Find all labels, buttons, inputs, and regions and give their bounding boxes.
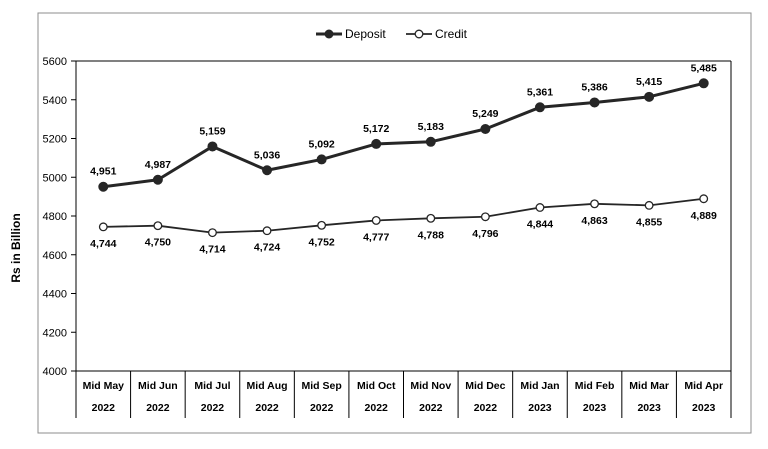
legend-item-credit: Credit	[406, 27, 468, 41]
data-point-credit	[371, 216, 381, 225]
data-label-deposit: 5,485	[691, 62, 717, 74]
data-label-credit: 4,752	[308, 236, 334, 248]
series-credit: 4,744 4,750 4,714 4,724 4,752 4,777 4,788 4,796…	[90, 194, 717, 256]
data-label-deposit: 5,183	[418, 121, 444, 133]
x-tick-label-year: 2023	[583, 402, 607, 414]
x-tick-label-year: 2023	[692, 402, 716, 414]
data-label-credit: 4,796	[472, 228, 498, 240]
data-label-deposit: 5,036	[254, 149, 280, 161]
legend-item-deposit: Deposit	[316, 27, 386, 41]
data-point-deposit	[480, 124, 491, 135]
data-point-credit	[317, 220, 327, 230]
data-point-deposit	[534, 102, 545, 113]
x-tick-label-month: Mid Oct	[357, 380, 396, 392]
x-tick-label-year: 2023	[528, 402, 552, 414]
data-point-deposit	[698, 78, 709, 89]
x-tick-label-month: Mid May	[83, 380, 125, 392]
data-label-deposit: 5,415	[636, 76, 662, 88]
series-line-deposit	[103, 81, 705, 189]
data-point-deposit	[207, 141, 218, 152]
x-tick-label-month: Mid Aug	[247, 380, 288, 392]
x-tick-label-year: 2022	[92, 402, 116, 414]
data-label-credit: 4,750	[145, 237, 171, 249]
y-tick-label: 4000	[43, 366, 67, 378]
x-tick-label-year: 2022	[310, 402, 334, 414]
x-tick-label-year: 2022	[255, 402, 279, 414]
data-point-credit	[644, 200, 654, 210]
x-tick-label-year: 2022	[419, 402, 443, 414]
data-label-credit: 4,844	[527, 218, 553, 230]
x-tick-label-month: Mid Jun	[138, 380, 178, 392]
legend-label: Deposit	[345, 27, 386, 41]
data-point-credit	[98, 222, 108, 232]
data-point-credit	[699, 194, 709, 204]
y-tick-label: 4800	[43, 211, 67, 223]
legend-marker	[414, 29, 424, 39]
x-tick-label-year: 2022	[365, 402, 389, 414]
data-label-credit: 4,724	[254, 242, 280, 254]
x-tick-label-year: 2022	[201, 402, 225, 414]
x-tick-label-month: Mid Mar	[629, 380, 669, 392]
data-point-credit	[590, 199, 599, 209]
series-deposit: 4,951 4,987 5,159 5,036 5,092 5,172 5,183 5,249…	[90, 62, 717, 192]
data-label-credit: 4,788	[418, 229, 444, 241]
data-point-credit	[535, 203, 545, 212]
x-tick-label-month: Mid Jan	[520, 380, 559, 392]
data-label-credit: 4,714	[199, 244, 225, 256]
x-tick-label-month: Mid Sep	[301, 380, 341, 392]
data-label-credit: 4,744	[90, 238, 116, 250]
data-label-credit: 4,889	[691, 210, 717, 222]
axes: 4000 4200 4400 4600 4800 5000 5200 5400 5600 Mid …	[43, 56, 732, 418]
x-tick-label-month: Mid Feb	[575, 380, 615, 392]
x-tick-label-month: Mid Dec	[465, 380, 505, 392]
y-tick-label: 5200	[43, 134, 67, 146]
data-point-deposit	[589, 97, 600, 108]
x-tick-label-year: 2022	[474, 402, 498, 414]
series-line-credit	[103, 197, 704, 234]
y-tick-label: 5600	[43, 56, 67, 68]
data-label-deposit: 5,386	[581, 81, 607, 93]
y-tick-label: 4600	[43, 250, 67, 262]
x-tick-label-month: Mid Nov	[410, 380, 451, 392]
data-point-credit	[262, 226, 272, 236]
data-label-credit: 4,855	[636, 216, 662, 228]
data-point-deposit	[152, 174, 163, 185]
x-tick-label-month: Mid Jul	[194, 380, 230, 392]
data-label-deposit: 4,987	[145, 159, 171, 171]
x-tick-label-year: 2022	[146, 402, 170, 414]
data-point-credit	[208, 228, 217, 238]
legend: Deposit Credit	[316, 27, 468, 41]
y-axis-title: Rs in Billion	[9, 213, 23, 282]
data-point-deposit	[371, 138, 382, 149]
data-point-deposit	[425, 136, 436, 147]
data-label-deposit: 5,159	[199, 125, 225, 137]
y-tick-label: 5000	[43, 172, 67, 184]
data-point-deposit	[316, 154, 327, 165]
data-point-deposit	[644, 91, 655, 102]
y-tick-label: 5400	[43, 95, 67, 107]
y-tick-label: 4200	[43, 327, 67, 339]
legend-label: Credit	[435, 27, 468, 41]
data-label-credit: 4,777	[363, 231, 389, 243]
data-point-credit	[153, 221, 163, 231]
data-label-deposit: 5,172	[363, 123, 389, 135]
data-label-credit: 4,863	[581, 215, 607, 227]
data-point-credit	[480, 212, 490, 222]
data-point-deposit	[262, 165, 273, 176]
x-tick-label-month: Mid Apr	[684, 380, 723, 392]
data-label-deposit: 5,092	[308, 138, 334, 150]
series-layer: 4,951 4,987 5,159 5,036 5,092 5,172 5,183 5,249…	[90, 62, 717, 255]
data-label-deposit: 5,249	[472, 108, 498, 120]
legend-marker	[324, 29, 334, 39]
data-label-deposit: 5,361	[527, 86, 553, 98]
data-label-deposit: 4,951	[90, 166, 116, 178]
y-tick-label: 4400	[43, 289, 67, 301]
x-tick-label-year: 2023	[637, 402, 661, 414]
data-point-deposit	[98, 181, 109, 192]
data-point-credit	[426, 213, 436, 223]
